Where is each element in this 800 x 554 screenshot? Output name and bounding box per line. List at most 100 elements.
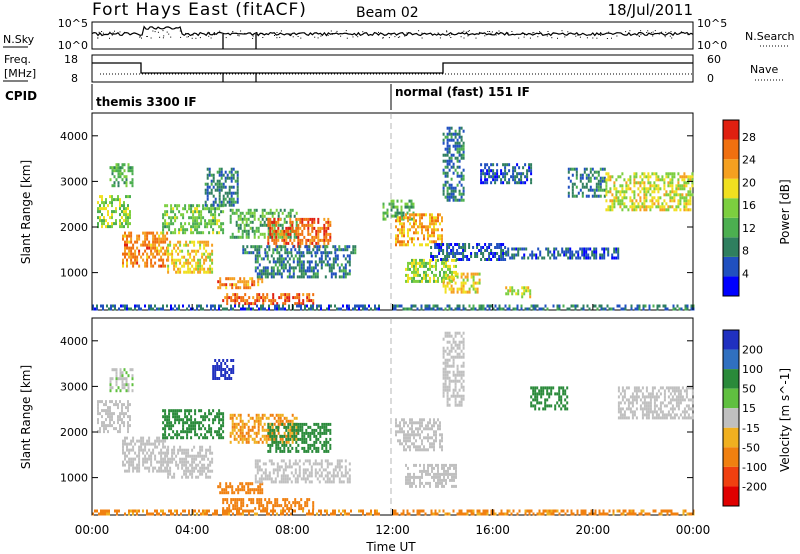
heatmap-cell: [502, 252, 505, 255]
heatmap-cell: [462, 281, 465, 285]
heatmap-cell: [613, 181, 616, 185]
heatmap-cell: [115, 371, 118, 375]
heatmap-cell: [306, 468, 309, 472]
heatmap-cell: [675, 184, 678, 188]
nsearch-dot: [162, 30, 164, 32]
heatmap-cell: [613, 187, 616, 191]
heatmap-cell: [119, 204, 121, 208]
heatmap-cell: [152, 231, 155, 235]
heatmap-cell: [200, 415, 203, 419]
heatmap-cell: [97, 216, 99, 220]
heatmap-cell: [406, 202, 409, 206]
heatmap-cell: [144, 231, 147, 235]
heatmap-cell: [569, 179, 572, 183]
heatmap-cell: [185, 448, 188, 452]
heatmap-cell: [689, 193, 692, 197]
heatmap-cell: [427, 243, 429, 247]
heatmap-cell: [482, 307, 485, 311]
heatmap-cell: [162, 234, 165, 238]
heatmap-cell: [146, 442, 149, 446]
heatmap-cell: [247, 283, 250, 287]
heatmap-cell: [685, 175, 688, 179]
heatmap-cell: [271, 226, 274, 230]
heatmap-cell: [230, 191, 233, 195]
heatmap-cell: [234, 504, 237, 508]
heatmap-region: [267, 217, 332, 248]
heatmap-cell: [488, 307, 491, 311]
heatmap-cell: [212, 512, 214, 516]
heatmap-cell: [526, 178, 529, 182]
heatmap-cell: [174, 304, 176, 308]
heatmap-cell: [679, 202, 682, 206]
heatmap-cell: [236, 501, 239, 505]
heatmap-cell: [208, 412, 211, 416]
heatmap-cell: [208, 219, 211, 223]
heatmap-cell: [460, 198, 463, 202]
heatmap-cell: [119, 219, 121, 223]
heatmap-cell: [285, 425, 288, 429]
nsearch-dot: [658, 33, 660, 35]
heatmap-cell: [323, 443, 326, 447]
heatmap-cell: [162, 304, 164, 308]
heatmap-cell: [407, 240, 409, 244]
heatmap-cell: [115, 210, 117, 214]
heatmap-cell: [170, 204, 173, 208]
heatmap-cell: [122, 258, 124, 262]
heatmap-region: [480, 163, 533, 185]
heatmap-cell: [446, 174, 449, 178]
heatmap-cell: [280, 257, 283, 261]
heatmap-cell: [445, 273, 447, 277]
freq-unit-label: [MHz]: [4, 67, 36, 80]
heatmap-cell: [298, 299, 301, 303]
heatmap-cell: [181, 249, 184, 253]
heatmap-cell: [639, 208, 642, 212]
heatmap-cell: [266, 296, 269, 300]
heatmap-cell: [320, 304, 322, 308]
heatmap-cell: [240, 498, 243, 502]
heatmap-cell: [431, 219, 433, 223]
heatmap-cell: [181, 463, 184, 467]
heatmap-cell: [113, 421, 115, 425]
heatmap-cell: [123, 377, 126, 381]
heatmap-cell: [569, 167, 572, 171]
heatmap-cell: [441, 261, 443, 265]
heatmap-cell: [111, 418, 113, 422]
heatmap-cell: [173, 243, 176, 247]
heatmap-cell: [415, 267, 417, 271]
heatmap-cell: [191, 472, 194, 476]
heatmap-cell: [322, 251, 325, 255]
heatmap-cell: [111, 424, 113, 428]
heatmap-cell: [233, 428, 236, 432]
heatmap-cell: [265, 440, 268, 444]
heatmap-cell: [306, 501, 309, 505]
heatmap-cell: [111, 213, 113, 217]
heatmap-cell: [315, 241, 318, 245]
heatmap-cell: [593, 191, 596, 195]
heatmap-cell: [687, 199, 690, 203]
heatmap-cell: [306, 504, 309, 508]
heatmap-cell: [326, 471, 329, 475]
heatmap-cell: [308, 459, 311, 463]
heatmap-cell: [319, 229, 322, 233]
heatmap-cell: [230, 304, 232, 308]
heatmap-cell: [184, 415, 187, 419]
heatmap-cell: [295, 223, 298, 227]
heatmap-cell: [130, 439, 133, 443]
heatmap-cell: [243, 422, 246, 426]
heatmap-cell: [160, 457, 163, 461]
heatmap-cell: [462, 198, 465, 202]
heatmap-cell: [332, 477, 335, 481]
heatmap-cell: [311, 235, 314, 239]
heatmap-cell: [312, 307, 314, 311]
heatmap-cell: [119, 371, 122, 375]
heatmap-cell: [282, 498, 285, 502]
heatmap-cell: [316, 263, 319, 267]
heatmap-cell: [125, 371, 128, 375]
heatmap-cell: [222, 415, 225, 419]
heatmap-cell: [100, 509, 102, 513]
heatmap-cell: [188, 216, 191, 220]
heatmap-cell: [99, 204, 101, 208]
heatmap-cell: [280, 266, 283, 270]
heatmap-cell: [261, 416, 264, 420]
heatmap-cell: [164, 469, 167, 473]
